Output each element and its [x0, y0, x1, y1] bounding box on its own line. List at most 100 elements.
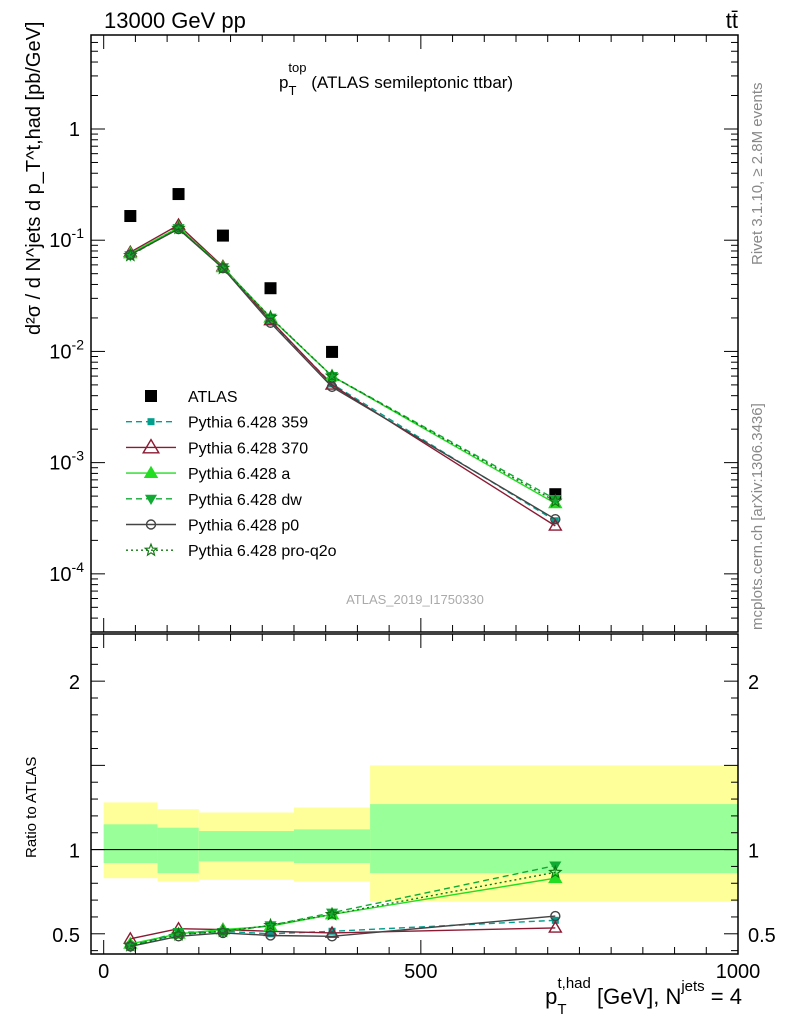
main-series-3: [123, 220, 563, 509]
ratio-series-line: [130, 877, 556, 945]
main-plot: 1 10-1 10-2 10-3 10-4 pTtop (ATLAS semilepto…: [23, 22, 739, 633]
ratio-point: [326, 931, 338, 942]
ratio-series-3: [124, 861, 562, 953]
ratio-band-inner: [293, 829, 371, 864]
legend-marker: [143, 465, 159, 478]
legend: ATLAS Pythia 6.428 359 Pythia 6.428 370 Pyt…: [126, 389, 337, 560]
main-series-line: [129, 227, 556, 500]
ratio-plot-frame: [90, 633, 739, 955]
main-y-tick-exponent: -3: [72, 448, 85, 464]
plot-title: pTtop (ATLAS semileptonic ttbar): [279, 60, 513, 98]
x-axis-label-rest: [GeV], N: [591, 984, 681, 1009]
ratio-ticks: 0.5 0.5 1 1 2 2 0 500 1000: [52, 634, 776, 983]
main-point: [171, 220, 186, 235]
ratio-y-tick-label: 1: [69, 841, 80, 863]
main-point: [173, 223, 184, 235]
legend-entry-0: ATLAS: [145, 389, 238, 406]
main-y-axis-label: d²σ / d N^jets d p_T^t,had [pb/GeV]: [23, 22, 45, 336]
main-y-tick-exponent: -1: [72, 225, 85, 241]
plot-title-rest: (ATLAS semileptonic ttbar): [307, 73, 514, 92]
ratio-plot: 0.5 0.5 1 1 2 2 0 500 1000 Ratio to ATLAS pTt,ha…: [23, 633, 776, 1018]
plot-title-sup: top: [288, 60, 306, 75]
ratio-point: [215, 923, 231, 938]
ratio-series-4: [125, 910, 561, 952]
ratio-point: [173, 931, 184, 942]
main-series: [123, 188, 563, 531]
main-point: [324, 368, 340, 383]
ratio-point: [548, 920, 563, 933]
legend-label: Pythia 6.428 p0: [188, 518, 299, 535]
ratio-band-inner: [103, 824, 158, 864]
ratio-series-line: [130, 864, 556, 948]
legend-label: ATLAS: [188, 389, 238, 406]
process-label: tt̄: [726, 8, 738, 33]
main-point: [265, 317, 276, 328]
legend-label: Pythia 6.428 dw: [188, 492, 302, 509]
legend-entry-3: Pythia 6.428 a: [126, 465, 290, 483]
main-series-6: [123, 220, 563, 508]
main-point: [548, 493, 563, 508]
ratio-point: [123, 937, 138, 952]
ratio-y-tick-label: 2: [69, 672, 80, 694]
ratio-y-tick-label: 0.5: [52, 925, 80, 947]
main-y-tick-label: 10-3: [49, 448, 84, 475]
ratio-point: [217, 927, 229, 939]
legend-label: Pythia 6.428 a: [188, 466, 290, 483]
mcplots-label: mcplots.cern.ch [arXiv:1306.3436]: [749, 403, 766, 630]
ratio-point: [125, 941, 136, 952]
x-axis-label-sup: t,had: [557, 975, 590, 992]
ratio-series-line: [130, 927, 556, 940]
main-y-tick-label: 10-2: [49, 336, 84, 363]
legend-entry-4: Pythia 6.428 dw: [126, 492, 302, 509]
main-y-tick-label: 1: [69, 119, 80, 141]
main-series-line: [129, 226, 556, 505]
main-point: [263, 309, 278, 324]
analysis-id: ATLAS_2019_I1750330: [346, 592, 484, 607]
plot-title-main: p: [279, 73, 288, 92]
legend-entry-2: Pythia 6.428 370: [126, 438, 308, 457]
main-series-4: [124, 224, 562, 506]
plot-title-sub: T: [288, 83, 296, 98]
legend-marker: [141, 438, 161, 454]
main-y-tick-exponent: -2: [72, 336, 85, 352]
ratio-y-axis-label: Ratio to ATLAS: [23, 757, 40, 858]
ratio-y-tick-label-right: 0.5: [748, 925, 776, 947]
ratio-point: [265, 930, 276, 941]
legend-marker: [147, 418, 155, 426]
x-axis-label-tail: = 4: [705, 984, 742, 1009]
main-plot-frame: [90, 34, 739, 633]
legend-marker: [143, 542, 159, 557]
main-point: [124, 210, 137, 223]
ratio-series-5: [123, 864, 563, 952]
ratio-y-tick-label-right: 2: [748, 672, 759, 694]
main-y-tick-label: 10-1: [49, 225, 84, 252]
main-point: [172, 188, 185, 201]
main-y-tick-exponent: -4: [72, 559, 85, 575]
energy-label: 13000 GeV pp: [104, 8, 246, 33]
x-tick-label: 500: [404, 961, 437, 983]
x-axis-label-sup2: jets: [680, 978, 704, 995]
main-point: [548, 518, 563, 531]
main-y-tick-label: 10-4: [49, 559, 84, 586]
x-tick-label: 1000: [716, 961, 761, 983]
legend-label: Pythia 6.428 359: [188, 415, 308, 432]
legend-entry-1: Pythia 6.428 359: [126, 415, 308, 432]
x-axis-label-sub: T: [557, 1001, 566, 1018]
ratio-bands: [91, 765, 738, 902]
ratio-series: [123, 861, 563, 953]
legend-marker: [144, 494, 158, 505]
ratio-series-line: [130, 915, 556, 948]
main-point: [550, 514, 561, 525]
legend-entry-5: Pythia 6.428 p0: [126, 518, 299, 535]
legend-label: Pythia 6.428 pro-q2o: [188, 543, 337, 560]
ratio-y-tick-label-right: 1: [748, 841, 759, 863]
legend-marker: [145, 519, 157, 530]
ratio-point: [267, 930, 275, 938]
ratio-point: [171, 926, 186, 941]
legend-label: Pythia 6.428 370: [188, 440, 308, 457]
legend-marker: [145, 390, 157, 402]
x-axis-label-p: p: [545, 984, 557, 1009]
main-point: [326, 345, 339, 358]
x-tick-label: 0: [98, 961, 109, 983]
